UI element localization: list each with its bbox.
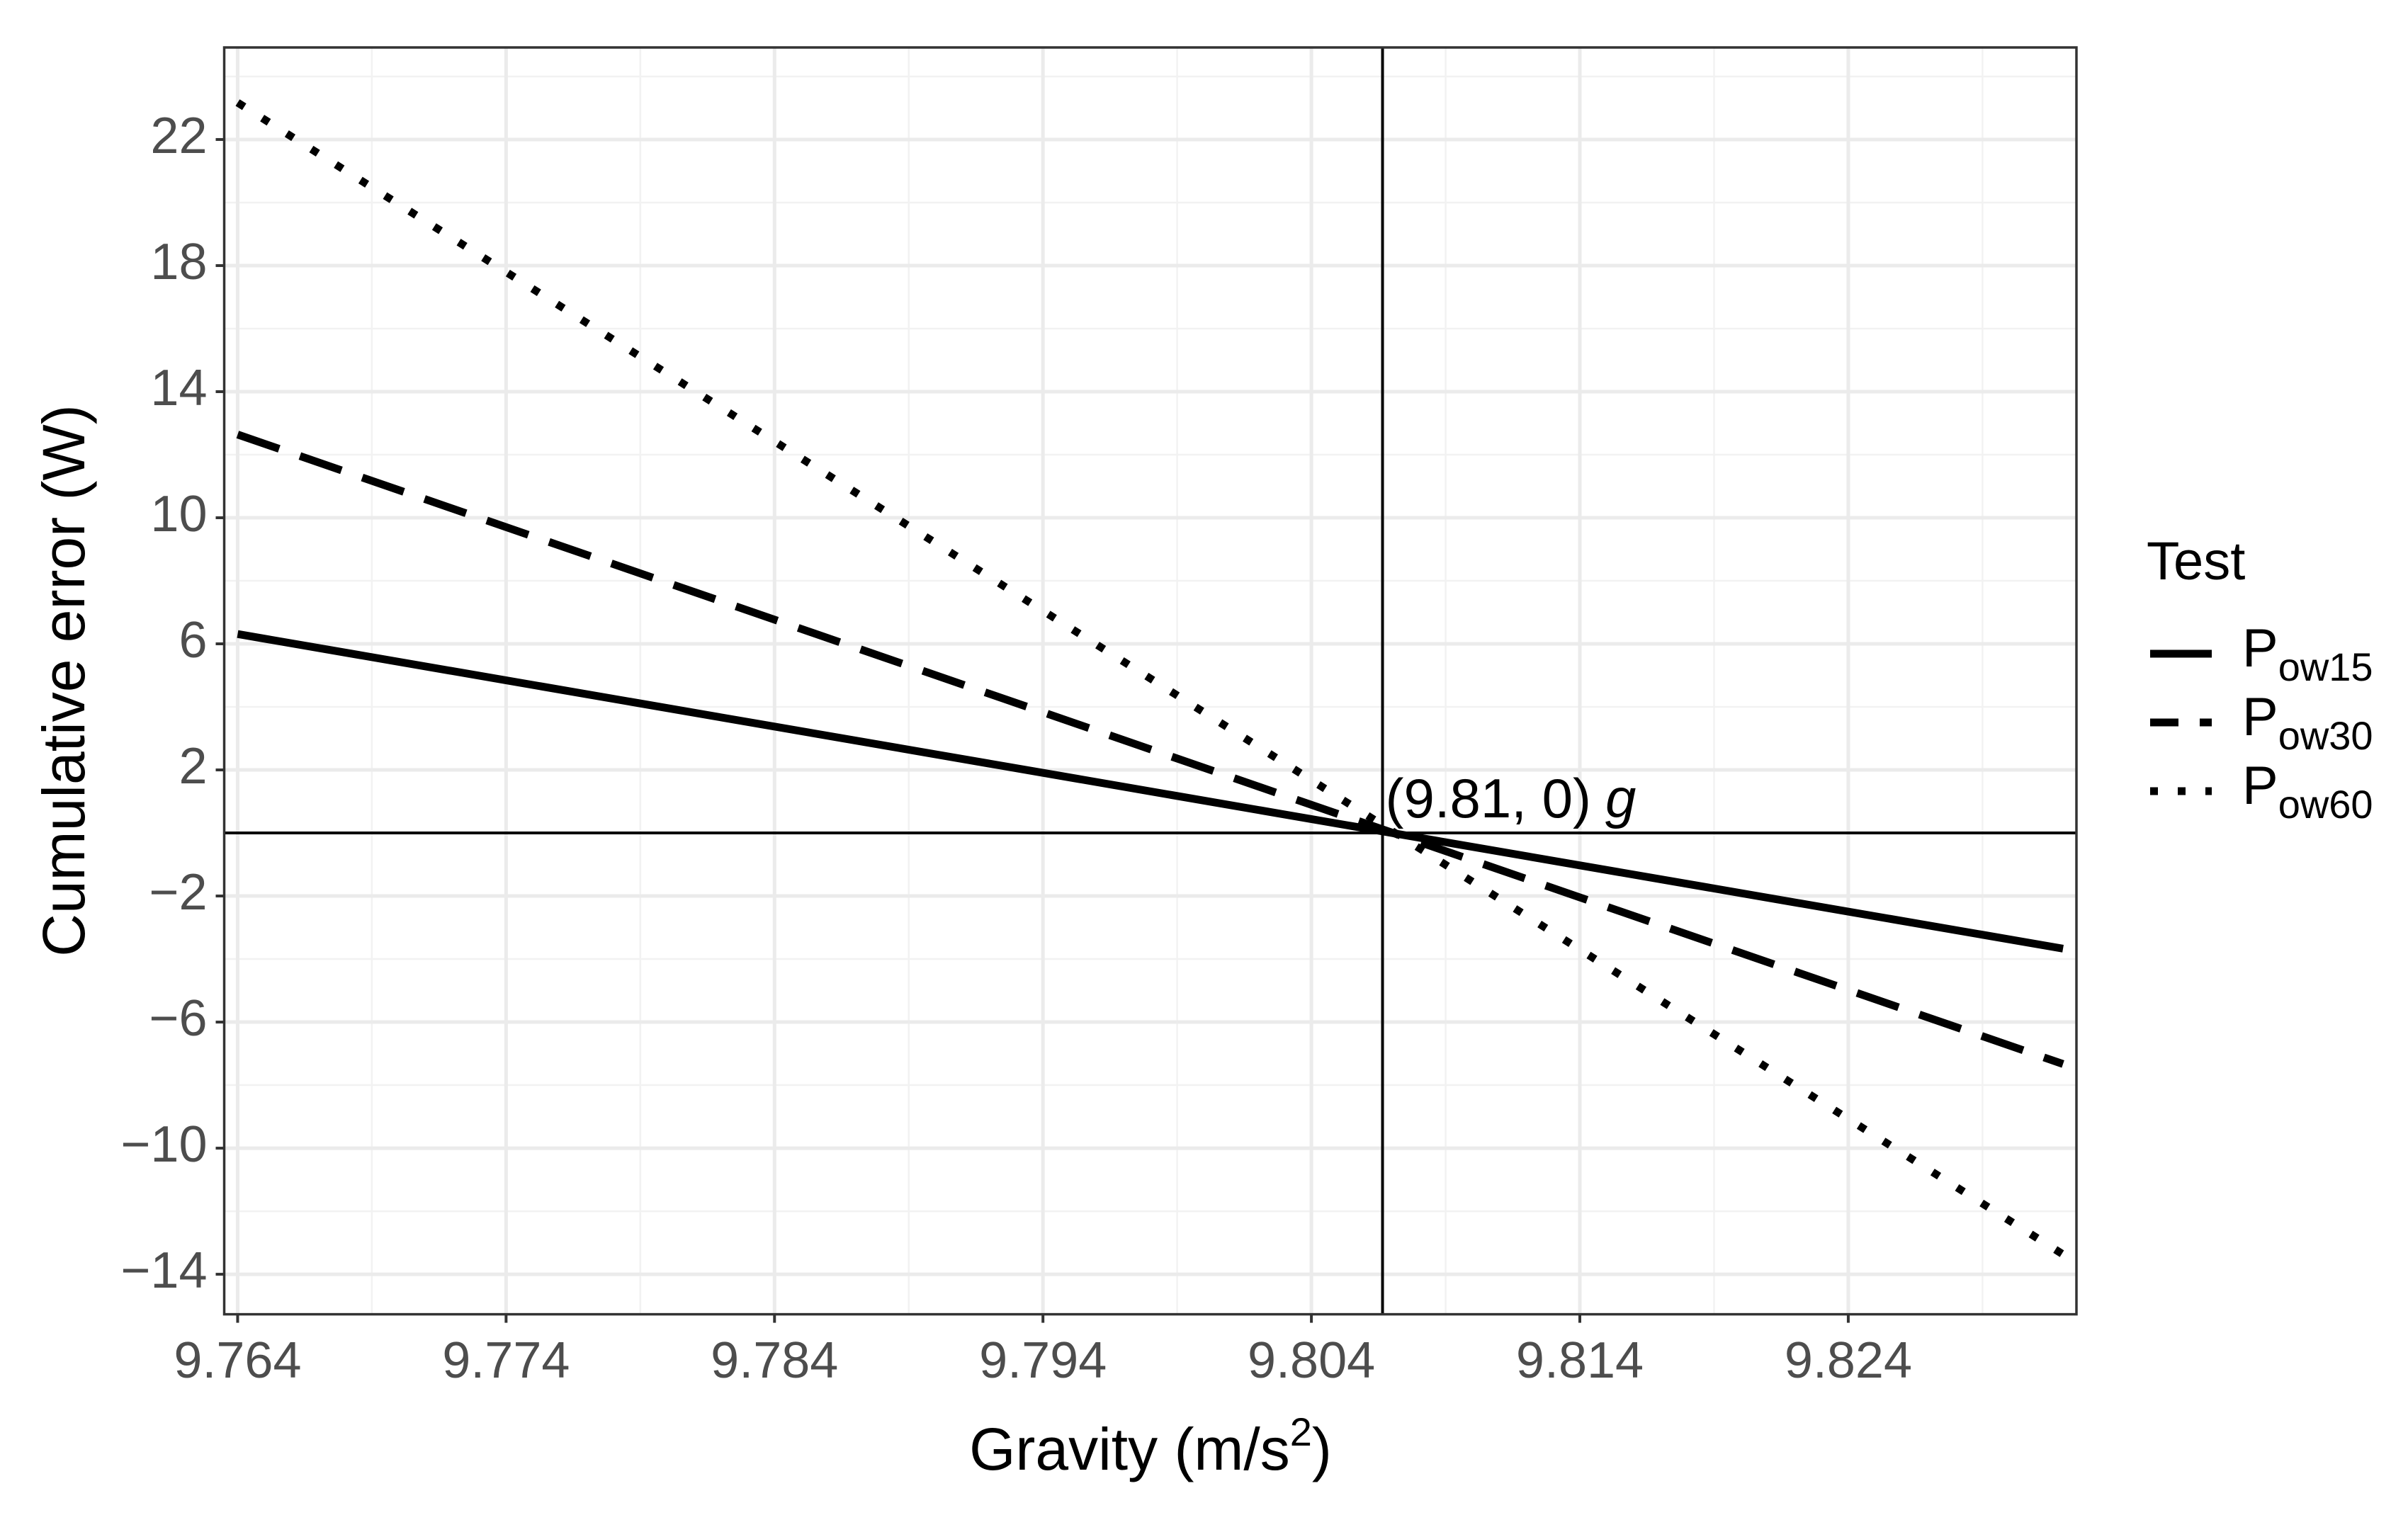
legend-label: Pow30 [2242, 687, 2373, 758]
legend-label: Pow15 [2242, 618, 2373, 689]
y-tick-label: 6 [179, 612, 207, 669]
legend-title: Test [2147, 531, 2245, 591]
annotation-symbol: g [1605, 767, 1636, 829]
legend-label-main: P [2242, 756, 2278, 816]
y-tick-label: 14 [150, 360, 207, 416]
legend-label: Pow60 [2242, 756, 2373, 827]
series-line [236, 431, 2064, 1068]
x-tick-label: 9.774 [442, 1332, 570, 1389]
y-tick-label: 10 [150, 486, 207, 543]
y-tick-label: 18 [150, 234, 207, 290]
x-tick-label: 9.784 [711, 1332, 838, 1389]
x-axis-title-text: Gravity (m/s [969, 1416, 1290, 1482]
legend-label-sub: ow30 [2278, 713, 2373, 758]
series-line [237, 630, 2064, 953]
series-line [235, 99, 2065, 1258]
legend-label-main: P [2242, 618, 2278, 679]
y-tick-label: −10 [120, 1116, 207, 1173]
annotation: (9.81, 0) g [1386, 767, 1637, 829]
legend-label-main: P [2242, 687, 2278, 747]
legend-label-sub: ow15 [2278, 645, 2373, 689]
x-tick-label: 9.824 [1785, 1332, 1912, 1389]
y-tick-label: 22 [150, 108, 207, 164]
legend-label-sub: ow60 [2278, 782, 2373, 827]
y-tick-label: −14 [120, 1242, 207, 1299]
y-tick-label: 2 [179, 738, 207, 795]
x-tick-label: 9.764 [174, 1332, 301, 1389]
y-axis-title: Cumulative error (W) [30, 404, 97, 956]
annotation-text: (9.81, 0) [1386, 767, 1591, 829]
y-tick-label: −6 [149, 990, 207, 1047]
x-axis-title-suffix: ) [1312, 1416, 1332, 1482]
x-tick-label: 9.814 [1516, 1332, 1644, 1389]
x-tick-label: 9.794 [979, 1332, 1107, 1389]
x-axis-title: Gravity (m/s2) [969, 1409, 1332, 1482]
x-axis-title-sup: 2 [1290, 1409, 1312, 1454]
plot-border [222, 46, 2078, 1316]
x-tick-label: 9.804 [1248, 1332, 1375, 1389]
y-tick-label: −2 [149, 864, 207, 921]
